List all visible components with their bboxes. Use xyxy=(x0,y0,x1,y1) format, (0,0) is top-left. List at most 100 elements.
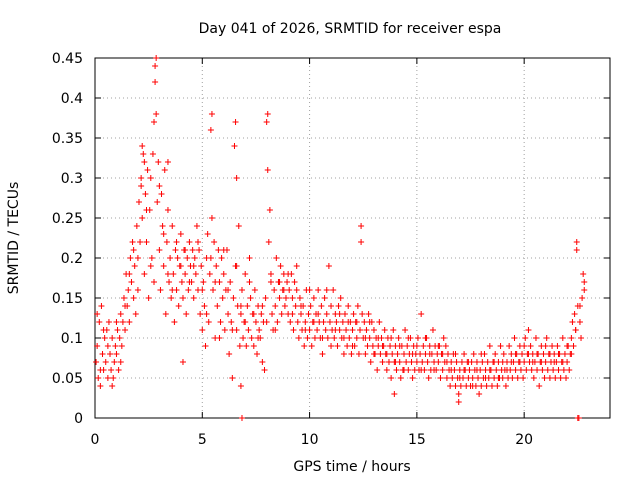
x-tick-label: 20 xyxy=(515,432,533,448)
data-point xyxy=(177,231,184,237)
data-point xyxy=(269,311,276,317)
data-point xyxy=(403,359,410,365)
data-point xyxy=(228,319,235,325)
y-tick-label: 0.3 xyxy=(61,171,83,187)
data-point xyxy=(483,383,490,389)
data-point xyxy=(185,287,192,293)
data-point xyxy=(149,151,156,157)
data-point xyxy=(563,375,570,381)
data-point xyxy=(475,375,482,381)
data-point xyxy=(456,375,463,381)
data-point xyxy=(298,311,304,317)
data-point xyxy=(130,247,137,253)
data-point xyxy=(247,295,254,301)
data-point xyxy=(98,303,105,309)
data-point xyxy=(229,327,236,333)
data-point xyxy=(162,311,169,317)
data-point xyxy=(141,271,148,277)
data-point xyxy=(134,255,141,261)
data-point xyxy=(320,319,327,325)
data-point xyxy=(318,303,325,309)
data-point xyxy=(414,335,421,341)
data-point xyxy=(530,375,537,381)
data-point xyxy=(245,327,252,333)
data-point xyxy=(554,343,561,349)
data-point xyxy=(522,335,529,341)
data-point xyxy=(370,351,377,357)
grid xyxy=(95,58,610,418)
data-point xyxy=(97,367,104,373)
data-point xyxy=(457,383,464,389)
data-point xyxy=(94,311,101,317)
data-point xyxy=(581,287,588,293)
data-point xyxy=(494,383,501,389)
data-point xyxy=(126,271,133,277)
data-point xyxy=(189,247,196,253)
data-point xyxy=(506,343,513,349)
data-point xyxy=(469,383,476,389)
data-point xyxy=(94,343,101,349)
data-point xyxy=(199,327,206,333)
data-point xyxy=(323,311,330,317)
data-point xyxy=(285,271,292,277)
data-point xyxy=(215,247,222,253)
data-point xyxy=(199,287,206,293)
data-point xyxy=(319,335,326,341)
data-point xyxy=(109,335,116,341)
data-point xyxy=(364,343,371,349)
data-point xyxy=(566,367,573,373)
data-point xyxy=(328,303,335,309)
x-tick-labels: 0 5 10 15 20 xyxy=(91,432,534,448)
data-point xyxy=(134,287,141,293)
data-point xyxy=(424,359,431,365)
data-point xyxy=(392,359,399,365)
data-point xyxy=(447,383,454,389)
data-point xyxy=(544,367,551,373)
axis-ticks xyxy=(94,57,610,419)
data-point xyxy=(132,311,139,317)
data-point xyxy=(225,287,232,293)
data-point xyxy=(256,327,263,333)
data-point xyxy=(333,319,340,325)
data-point xyxy=(289,295,296,301)
data-point xyxy=(449,375,456,381)
data-point xyxy=(469,375,476,381)
data-point xyxy=(536,383,543,389)
data-point xyxy=(218,255,225,261)
data-point xyxy=(383,351,390,357)
data-point xyxy=(95,375,102,381)
data-point xyxy=(340,351,347,357)
data-point xyxy=(340,335,347,341)
data-point xyxy=(512,351,519,357)
data-point xyxy=(122,327,129,333)
data-point xyxy=(169,287,176,293)
data-point xyxy=(534,351,541,357)
data-point xyxy=(155,159,162,165)
data-point xyxy=(528,367,535,373)
data-point xyxy=(437,375,444,381)
data-point xyxy=(211,239,218,245)
data-points xyxy=(93,55,588,421)
data-point xyxy=(164,207,171,213)
data-point xyxy=(135,199,142,205)
data-point xyxy=(426,343,433,349)
data-point xyxy=(292,303,299,309)
data-point xyxy=(226,351,233,357)
data-point xyxy=(277,263,284,269)
data-point xyxy=(519,351,526,357)
data-point xyxy=(444,351,451,357)
data-point xyxy=(284,279,291,285)
data-point xyxy=(183,311,190,317)
data-point xyxy=(258,311,265,317)
data-point xyxy=(442,343,449,349)
data-point xyxy=(293,263,300,269)
data-point xyxy=(346,335,353,341)
x-tick-label: 5 xyxy=(198,432,207,448)
data-point xyxy=(127,255,134,261)
data-point xyxy=(174,255,181,261)
data-point xyxy=(514,375,521,381)
data-point xyxy=(171,319,178,325)
data-point xyxy=(264,167,271,173)
data-point xyxy=(113,319,120,325)
data-point xyxy=(353,319,360,325)
